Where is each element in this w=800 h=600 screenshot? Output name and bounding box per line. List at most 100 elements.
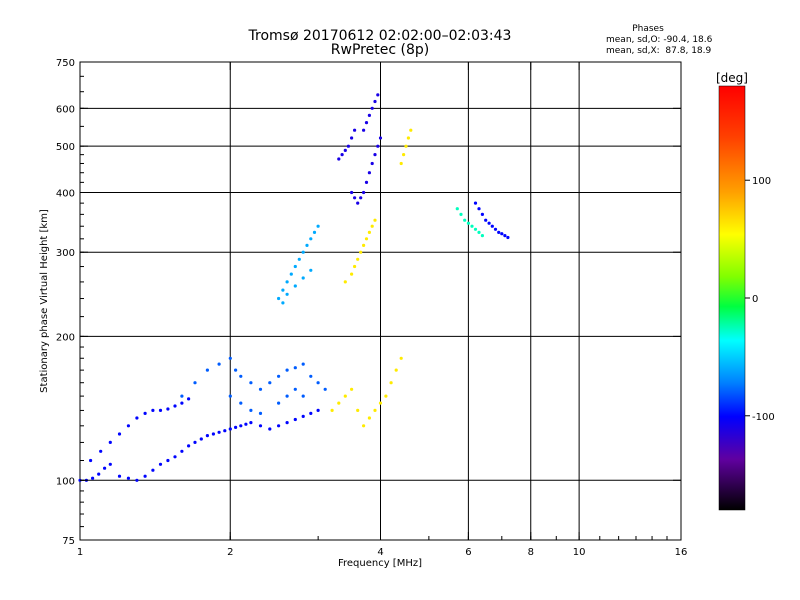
data-point (301, 362, 305, 366)
data-point (285, 280, 289, 284)
data-point (350, 272, 354, 276)
data-point (99, 449, 103, 453)
data-point (205, 368, 209, 372)
data-point (373, 408, 377, 412)
data-point (135, 416, 139, 420)
data-point (301, 394, 305, 398)
data-point (466, 221, 470, 225)
data-point (404, 144, 408, 148)
data-point (301, 276, 305, 280)
data-point (309, 374, 313, 378)
data-point (239, 374, 243, 378)
data-point (135, 478, 139, 482)
data-point (373, 99, 377, 104)
data-point (173, 404, 177, 408)
data-point (249, 381, 253, 385)
data-point (91, 476, 95, 480)
data-point (477, 230, 481, 234)
data-point (126, 476, 130, 480)
data-point (394, 368, 398, 372)
data-point (285, 292, 289, 296)
data-point (455, 207, 459, 211)
data-point (370, 161, 374, 166)
data-point (244, 422, 248, 426)
data-point (350, 136, 354, 140)
data-point (506, 235, 510, 240)
data-point (143, 474, 147, 478)
data-point (293, 387, 297, 391)
data-point (389, 381, 393, 385)
data-point (367, 230, 371, 234)
data-point (470, 224, 474, 228)
data-point (309, 411, 313, 415)
data-point (362, 128, 366, 132)
data-point (367, 416, 371, 420)
data-point (459, 212, 463, 216)
data-point (367, 171, 371, 175)
data-point (187, 397, 191, 401)
data-point (199, 437, 203, 441)
data-point (193, 381, 197, 385)
data-point (480, 212, 484, 216)
data-point (337, 401, 341, 405)
data-point (301, 414, 305, 418)
phase-annotation-line2: mean, sd,X: 87.8, 18.9 (606, 46, 712, 56)
data-point (180, 394, 184, 398)
data-point (463, 218, 467, 222)
x-tick-label: 4 (377, 547, 383, 558)
data-point (239, 401, 243, 405)
data-point (166, 458, 170, 463)
y-tick-label: 750 (56, 58, 75, 69)
x-tick-label: 6 (465, 547, 471, 558)
y-tick-label: 100 (56, 476, 75, 487)
data-point (228, 427, 232, 431)
data-point (151, 408, 155, 412)
data-point (309, 268, 313, 272)
y-axis-label: Stationary phase Virtual Height [km] (39, 209, 50, 393)
data-point (193, 440, 197, 444)
y-tick-label: 600 (56, 104, 75, 115)
data-point (258, 424, 263, 428)
data-point (370, 224, 374, 228)
data-point (217, 362, 221, 366)
data-point (126, 424, 130, 428)
data-point (343, 280, 347, 284)
x-tick-label: 16 (675, 547, 688, 558)
colorbar-tick-label: 100 (752, 176, 771, 187)
data-point (234, 425, 238, 429)
data-point (281, 301, 285, 305)
data-point (343, 394, 347, 398)
data-points (78, 93, 510, 482)
data-point (399, 161, 403, 166)
data-point (258, 411, 263, 415)
data-point (493, 227, 498, 231)
phase-annotation-line1: mean, sd,O: -90.4, 18.6 (606, 35, 713, 45)
data-point (297, 257, 301, 261)
chart-title: Tromsø 20170612 02:02:00–02:03:43 (248, 28, 512, 44)
data-point (205, 434, 209, 438)
x-tick-label: 8 (528, 547, 534, 558)
data-point (473, 201, 478, 205)
data-point (378, 136, 383, 140)
data-point (158, 462, 163, 466)
data-point (143, 411, 147, 415)
data-point (249, 408, 253, 412)
data-point (330, 408, 334, 412)
data-point (217, 430, 221, 434)
data-point (258, 387, 263, 391)
colorbar-tick-label: 0 (752, 294, 758, 305)
data-point (166, 407, 170, 411)
data-point (480, 234, 484, 238)
data-point (293, 366, 297, 370)
colorbar: [deg] 100 0 -100 (716, 71, 775, 511)
data-point (277, 401, 281, 405)
data-point (406, 136, 410, 140)
data-point (223, 429, 227, 433)
data-point (151, 468, 155, 472)
y-tick-label: 75 (62, 536, 75, 547)
colorbar-gradient (718, 85, 746, 511)
data-point (362, 243, 366, 247)
data-point (316, 224, 320, 228)
data-point (309, 237, 313, 241)
